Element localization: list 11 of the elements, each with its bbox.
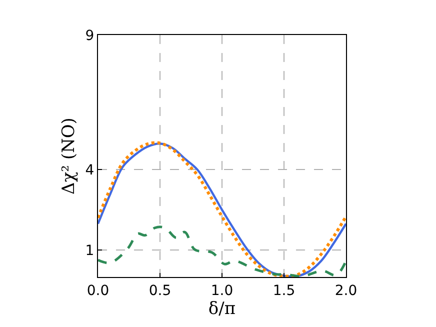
y-tick-label: 4 xyxy=(85,162,94,178)
x-tick-label: 0.5 xyxy=(148,282,172,299)
x-axis-title: δ/π xyxy=(208,299,236,320)
x-tick-label: 1.0 xyxy=(210,282,234,299)
line-series xyxy=(98,226,346,277)
x-tick-label: 0.0 xyxy=(86,282,110,299)
x-tick-label: 1.5 xyxy=(272,282,296,299)
x-tick-label: 2.0 xyxy=(334,282,358,299)
y-tick-label: 1 xyxy=(85,243,94,260)
y-tick-label: 9 xyxy=(85,28,94,44)
y-axis-title: Δχ² (NO) xyxy=(58,118,79,194)
